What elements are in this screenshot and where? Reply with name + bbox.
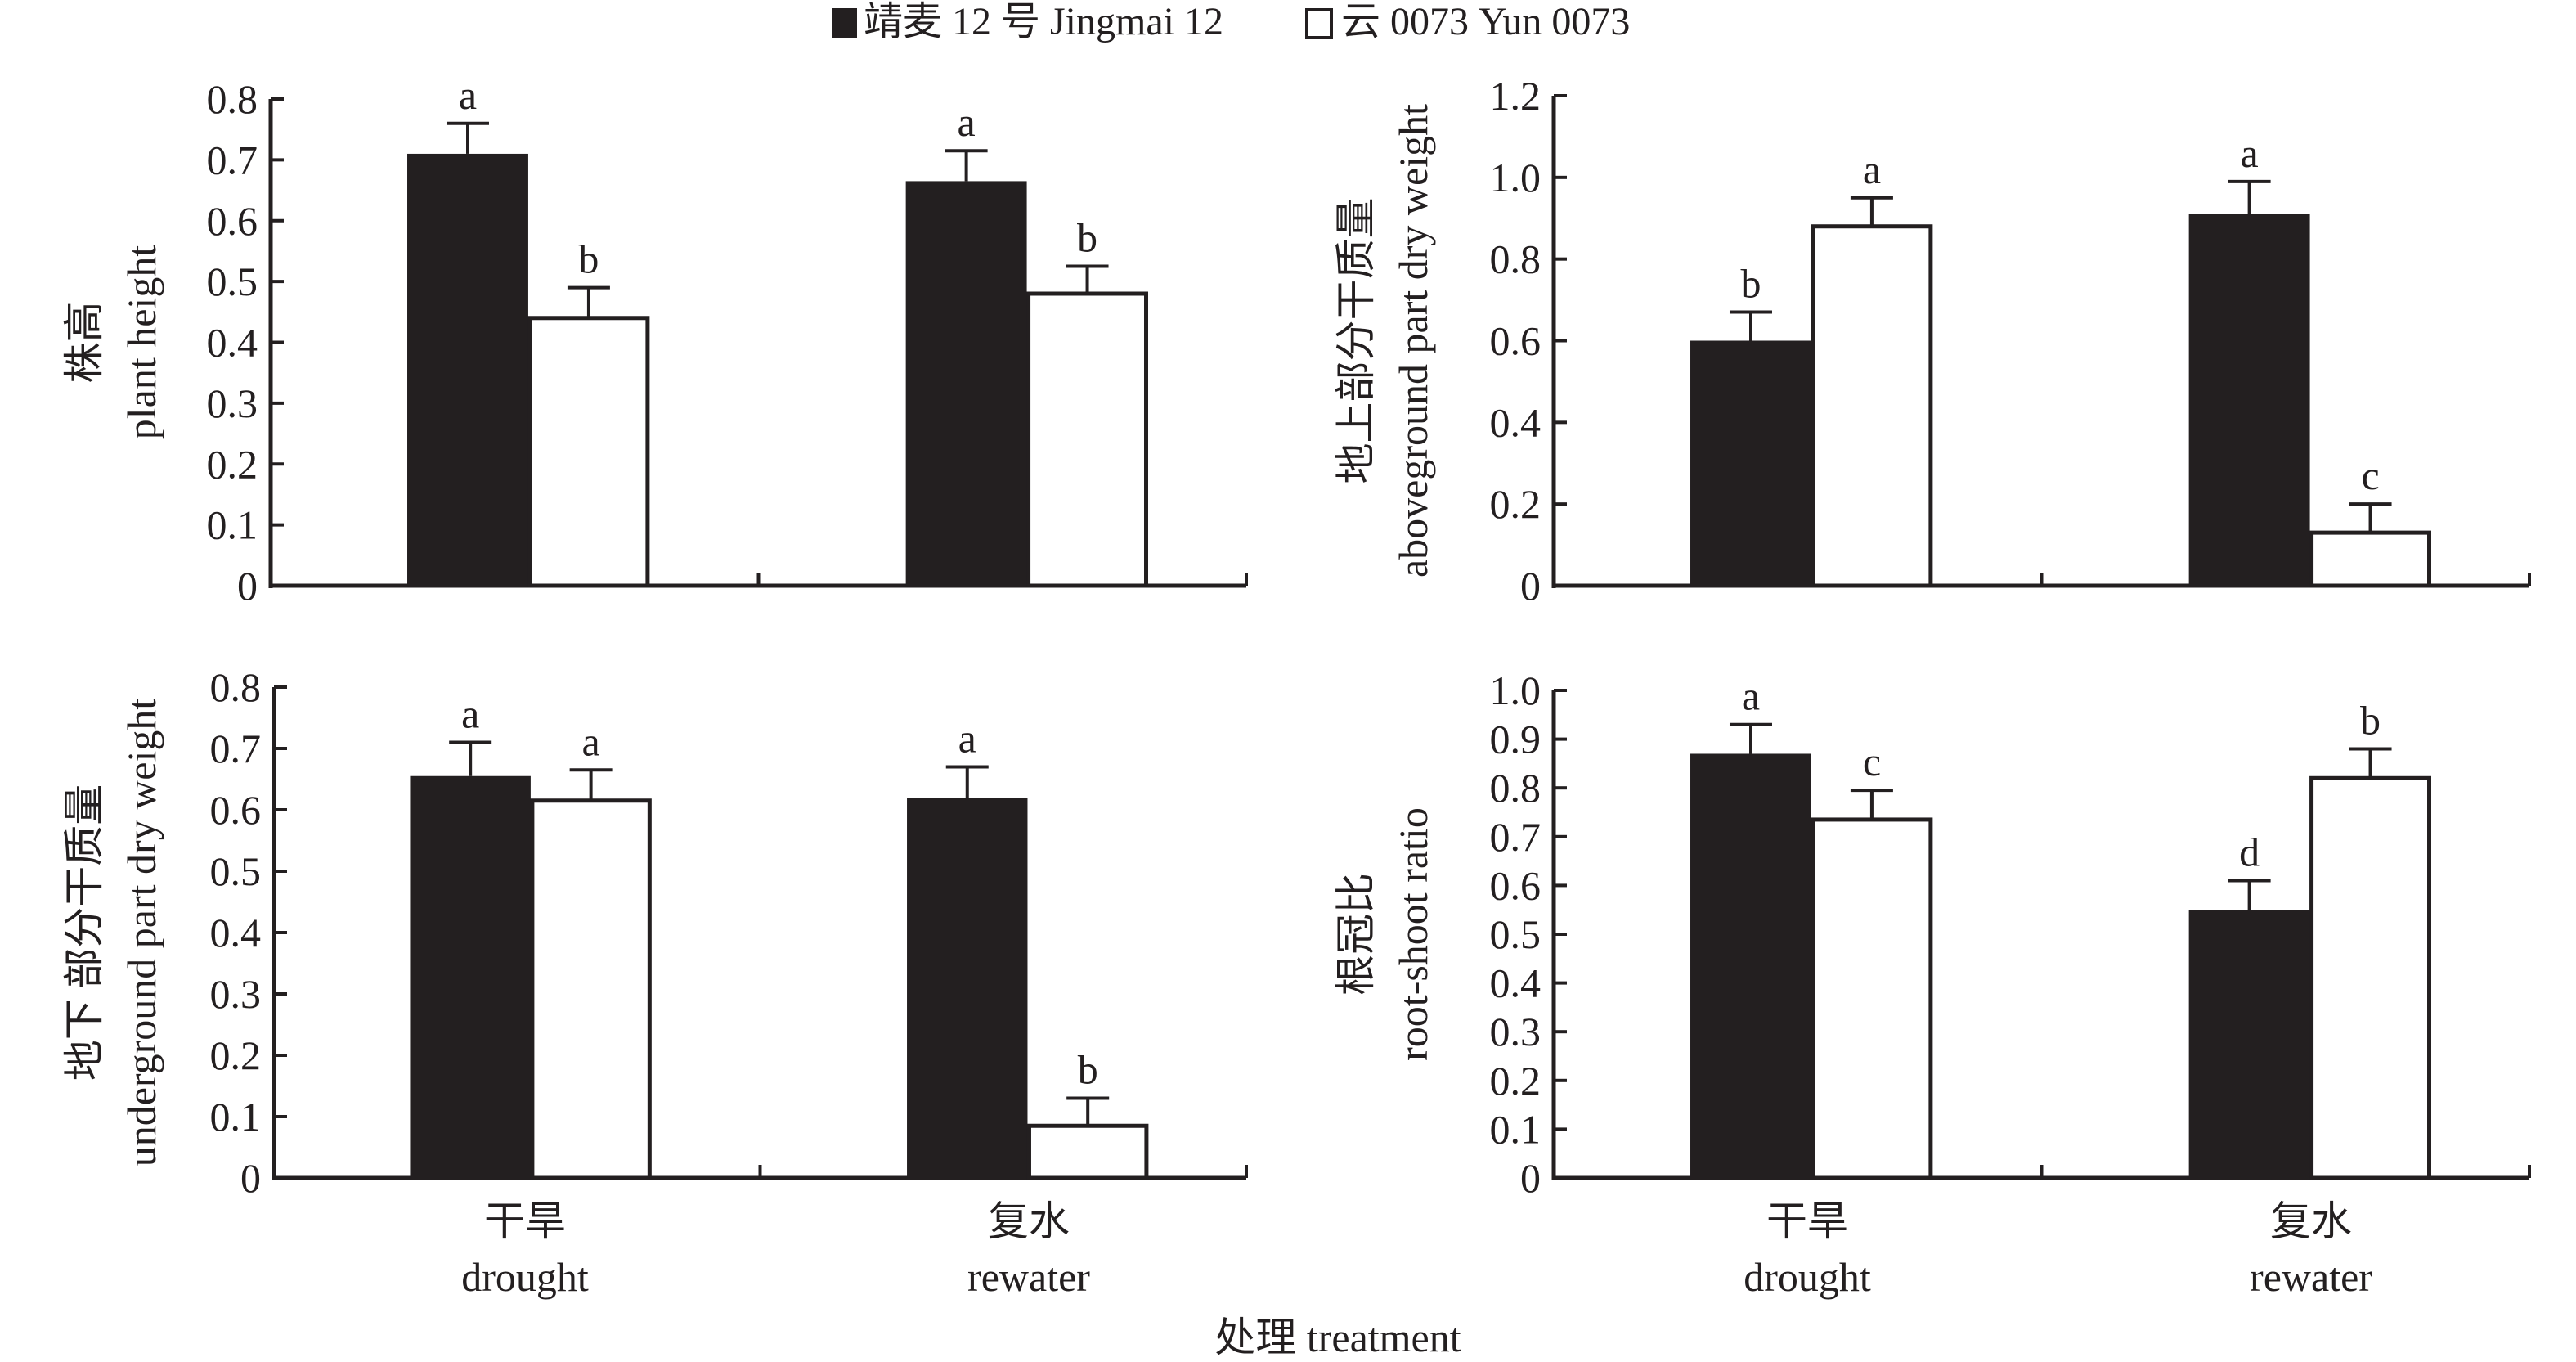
y-axis-label-cn: 地下 部分干质量: [61, 784, 107, 1081]
bar-jingmai-rewater: [905, 181, 1027, 586]
significance-letter: a: [2241, 130, 2259, 176]
y-tick-label: 0: [1520, 1155, 1541, 1201]
y-tick-label: 1.2: [1490, 73, 1542, 119]
y-tick-label: 0.6: [1490, 862, 1542, 908]
significance-letter: a: [958, 716, 976, 762]
y-tick-label: 0.2: [1490, 481, 1542, 527]
category-label-drought-en-right: drought: [1744, 1254, 1871, 1300]
y-tick-label: 0.3: [210, 971, 262, 1017]
y-tick-label: 0: [237, 563, 258, 609]
category-label-rewater-en-right: rewater: [2250, 1254, 2372, 1300]
bar-yun-rewater: [2309, 775, 2432, 1180]
legend-swatch-yun: [1305, 8, 1333, 39]
bar-yun-drought: [527, 316, 650, 588]
significance-letter: a: [461, 691, 479, 737]
bar-yun-rewater: [2309, 530, 2432, 588]
y-tick-label: 1.0: [1490, 155, 1542, 200]
category-label-rewater-en-left: rewater: [967, 1254, 1090, 1300]
legend-item-jingmai: 靖麦 12 号 Jingmai 12: [832, 0, 1223, 43]
y-tick-label: 0.6: [207, 198, 258, 244]
y-tick-label: 0.1: [207, 502, 258, 548]
significance-letter: c: [1863, 739, 1881, 784]
y-tick-label: 0.3: [1490, 1009, 1542, 1054]
bar-jingmai-drought: [407, 153, 528, 586]
chart-panel-top-left: 0 0.1 0.2 0.3 0.4 0.5 0.6 0.7 0.8 株高 plant height a…: [61, 72, 1248, 609]
bar-yun-drought: [1811, 817, 1933, 1180]
significance-letter: b: [1078, 1047, 1098, 1093]
y-tick-label: 0.4: [1490, 399, 1542, 445]
y-axis-label-en: root-shoot ratio: [1390, 807, 1436, 1061]
y-tick-label: 0.5: [207, 258, 258, 304]
bar-jingmai-drought: [1690, 753, 1811, 1178]
bar-jingmai-drought: [1690, 340, 1811, 586]
category-label-drought-cn-right: 干旱: [1766, 1198, 1848, 1244]
category-labels: 干旱 drought 复水 rewater 干旱 drought 复水 rewa…: [461, 1198, 2372, 1300]
y-tick-label: 0.8: [210, 664, 262, 710]
bar-jingmai-rewater: [2188, 214, 2310, 586]
chart-panel-bottom-right: 00.10.20.30.40.50.60.70.80.91.0 根冠比 root-s…: [1333, 668, 2531, 1201]
significance-letter: b: [578, 236, 599, 282]
y-axis-label-en: underground part dry weight: [119, 699, 164, 1167]
chart-panel-bottom-left: 0 0.1 0.2 0.3 0.4 0.5 0.6 0.7 0.8 地下 部分干质量 undergr…: [61, 664, 1248, 1201]
y-tick-label: 0.5: [210, 848, 262, 894]
y-axis-label-cn: 地上部分干质量: [1333, 198, 1379, 484]
y-axis-label-en: plant height: [119, 245, 164, 440]
bar-yun-drought: [530, 798, 652, 1180]
y-axis-label-cn: 株高: [61, 302, 107, 384]
significance-letter: a: [582, 718, 600, 764]
chart-panel-top-right: 0 0.2 0.4 0.6 0.8 1.0 1.2 地上部分干质量 aboveground pa…: [1333, 73, 2531, 609]
y-tick-label: 0: [1520, 563, 1541, 609]
y-tick-label: 0.8: [1490, 236, 1542, 282]
y-tick-label: 0.5: [1490, 911, 1542, 957]
y-tick-label: 0.7: [210, 726, 262, 771]
bar-jingmai-drought: [410, 775, 531, 1178]
significance-letter: b: [1077, 215, 1097, 261]
y-tick-label: 0.4: [210, 910, 262, 955]
category-label-drought-cn-left: 干旱: [484, 1198, 566, 1244]
significance-letter: a: [1863, 146, 1881, 192]
significance-letter: a: [958, 99, 976, 145]
significance-letter: b: [2360, 698, 2381, 744]
y-tick-label: 0.4: [207, 320, 258, 366]
y-tick-label: 0: [240, 1155, 261, 1201]
y-tick-label: 0.7: [1490, 814, 1542, 860]
legend: 靖麦 12 号 Jingmai 12 云 0073 Yun 0073: [832, 0, 1630, 43]
bar-jingmai-rewater: [907, 798, 1028, 1178]
y-tick-label: 1.0: [1490, 668, 1542, 713]
y-tick-label: 0.4: [1490, 960, 1542, 1006]
y-tick-label: 0.3: [207, 380, 258, 426]
y-tick-label: 0.2: [210, 1032, 262, 1078]
bar-yun-rewater: [1026, 291, 1149, 588]
x-axis-title: 处理 treatment: [1214, 1315, 1461, 1360]
significance-letter: d: [2239, 829, 2260, 874]
y-tick-label: 0.2: [1490, 1058, 1542, 1104]
category-label-drought-en-left: drought: [461, 1254, 589, 1300]
y-tick-label: 0.6: [210, 787, 262, 833]
category-label-rewater-cn-right: 复水: [2270, 1198, 2352, 1244]
y-tick-label: 0.8: [1490, 765, 1542, 811]
legend-swatch-jingmai: [832, 8, 857, 38]
y-axis-label-cn: 根冠比: [1333, 873, 1379, 996]
significance-letter: b: [1740, 261, 1761, 307]
legend-label-jingmai: 靖麦 12 号 Jingmai 12: [864, 0, 1223, 43]
y-tick-label: 0.7: [207, 137, 258, 182]
y-tick-label: 0.1: [1490, 1106, 1542, 1152]
legend-item-yun: 云 0073 Yun 0073: [1305, 0, 1630, 43]
y-tick-label: 0.2: [207, 441, 258, 487]
bar-yun-rewater: [1026, 1123, 1149, 1180]
significance-letter: c: [2361, 452, 2379, 498]
y-tick-label: 0.9: [1490, 717, 1542, 762]
significance-letter: a: [459, 72, 477, 118]
legend-label-yun: 云 0073 Yun 0073: [1341, 0, 1630, 43]
significance-letter: a: [1742, 673, 1760, 719]
y-tick-label: 0.8: [207, 76, 258, 122]
category-label-rewater-cn-left: 复水: [988, 1198, 1070, 1244]
bar-jingmai-rewater: [2188, 910, 2310, 1178]
y-tick-label: 0.6: [1490, 318, 1542, 364]
bar-yun-drought: [1811, 224, 1933, 588]
y-tick-label: 0.1: [210, 1094, 262, 1139]
y-axis-label-en: aboveground part dry weight: [1390, 104, 1436, 578]
